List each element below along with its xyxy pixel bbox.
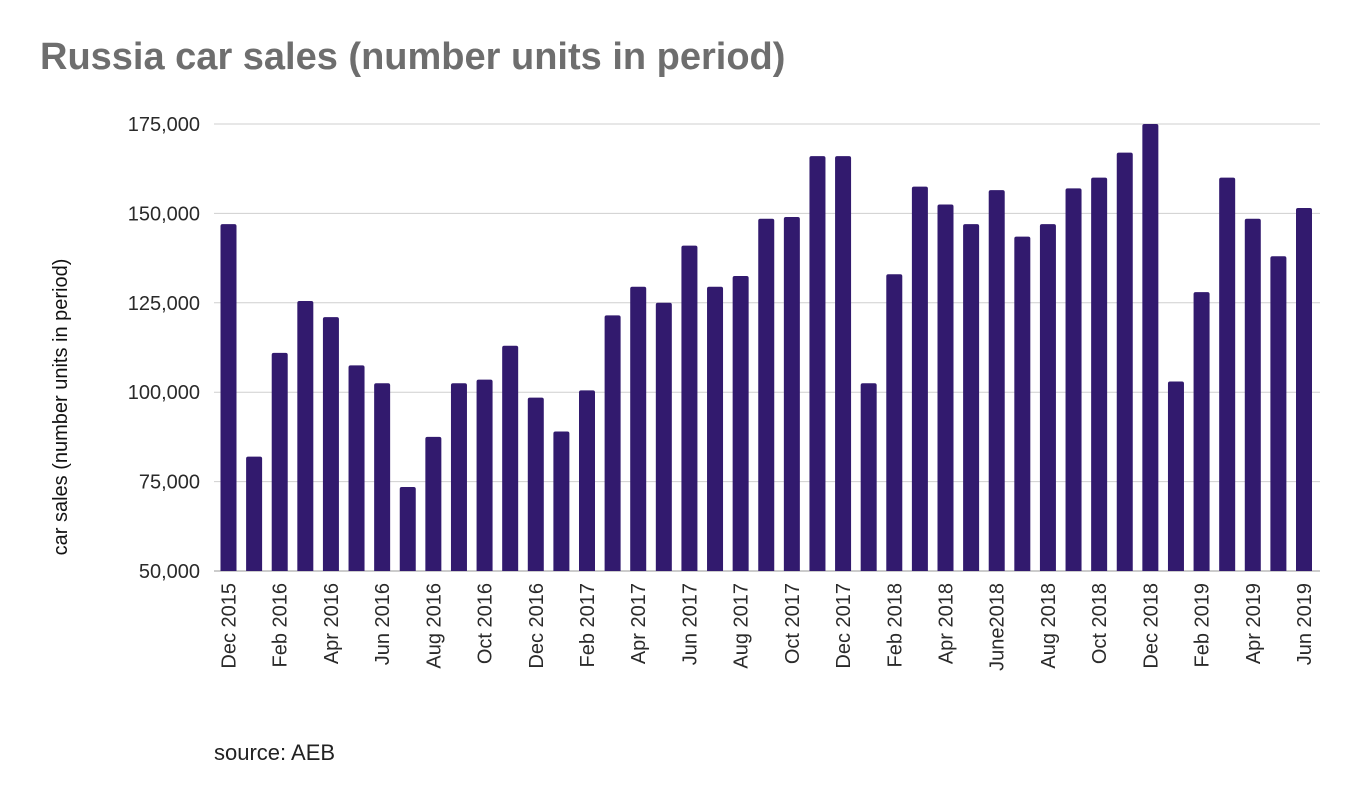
- bar: [348, 365, 365, 571]
- x-tick-label: Feb 2017: [577, 583, 599, 668]
- x-tick-label: Dec 2017: [833, 583, 855, 669]
- x-tick-label: Apr 2019: [1243, 583, 1265, 664]
- bar: [1014, 236, 1031, 572]
- x-tick-label: Aug 2016: [423, 583, 445, 669]
- y-tick-label: 75,000: [139, 472, 200, 494]
- y-tick-label: 175,000: [128, 114, 200, 136]
- x-tick-label: Jun 2017: [679, 583, 701, 665]
- bar: [374, 383, 391, 571]
- bar: [860, 383, 877, 571]
- bar: [707, 286, 724, 571]
- bar: [450, 383, 467, 571]
- bar: [297, 301, 314, 571]
- source-note: source: AEB: [214, 740, 336, 765]
- chart-title: Russia car sales (number units in period…: [40, 36, 786, 78]
- bar: [911, 186, 928, 571]
- bar: [399, 486, 416, 571]
- bars: [220, 124, 1312, 572]
- bar: [1091, 177, 1108, 571]
- x-tick-label: Feb 2019: [1192, 583, 1214, 668]
- x-tick-label: Feb 2016: [270, 583, 292, 668]
- x-tick-label: Dec 2018: [1140, 583, 1162, 669]
- y-axis-title: car sales (number units in period): [50, 259, 72, 556]
- x-tick-label: June2018: [987, 583, 1009, 671]
- bar: [886, 274, 903, 571]
- y-tick-labels: 50,000 75,000 100,000 125,000 150,000 175,000: [128, 114, 200, 583]
- bar: [1167, 381, 1184, 571]
- bar: [220, 224, 237, 572]
- x-tick-label: Oct 2016: [475, 583, 497, 664]
- bar: [579, 390, 595, 571]
- x-tick-label: Aug 2018: [1038, 583, 1060, 669]
- x-tick-labels: Dec 2015 Feb 2016 Apr 2016 Jun 2016 Aug 2016…: [219, 583, 1317, 671]
- bar: [553, 431, 570, 571]
- bar: [502, 345, 519, 571]
- bar: [758, 218, 775, 571]
- bar: [271, 352, 288, 571]
- x-tick-label: Jun 2019: [1294, 583, 1316, 665]
- bar: [1193, 292, 1210, 571]
- bar: [1065, 188, 1082, 572]
- bar: [988, 190, 1005, 571]
- bar: [630, 286, 647, 571]
- bar: [783, 216, 800, 571]
- x-tick-label: Feb 2018: [884, 583, 906, 668]
- x-tick-label: Aug 2017: [731, 583, 753, 669]
- bar: [732, 275, 749, 571]
- bar: [527, 397, 544, 571]
- bar: [1270, 256, 1287, 571]
- bar: [476, 379, 493, 571]
- bar: [655, 302, 672, 571]
- bar: [246, 456, 263, 571]
- bar: [963, 224, 980, 572]
- bar: [1219, 177, 1236, 571]
- bar: [1244, 218, 1261, 571]
- x-tick-label: Jun 2016: [372, 583, 394, 665]
- bar: [425, 436, 442, 571]
- x-tick-label: Apr 2018: [936, 583, 958, 664]
- bar: [604, 315, 621, 571]
- bar: [1142, 124, 1159, 571]
- bar: [1039, 224, 1056, 572]
- x-tick-label: Apr 2016: [321, 583, 343, 664]
- bar: [1116, 152, 1133, 571]
- x-tick-label: Oct 2017: [782, 583, 804, 664]
- y-tick-label: 50,000: [139, 561, 200, 583]
- bar: [322, 317, 339, 571]
- y-tick-label: 100,000: [128, 382, 200, 404]
- x-tick-label: Oct 2018: [1089, 583, 1111, 664]
- bar: [1296, 208, 1312, 571]
- bar: [681, 245, 698, 572]
- x-tick-label: Dec 2016: [526, 583, 548, 669]
- bar: [937, 204, 954, 571]
- y-tick-label: 150,000: [128, 203, 200, 225]
- y-tick-label: 125,000: [128, 293, 200, 315]
- bar: [835, 156, 852, 571]
- x-tick-label: Dec 2015: [219, 583, 241, 669]
- bar: [809, 156, 826, 571]
- x-tick-label: Apr 2017: [628, 583, 650, 664]
